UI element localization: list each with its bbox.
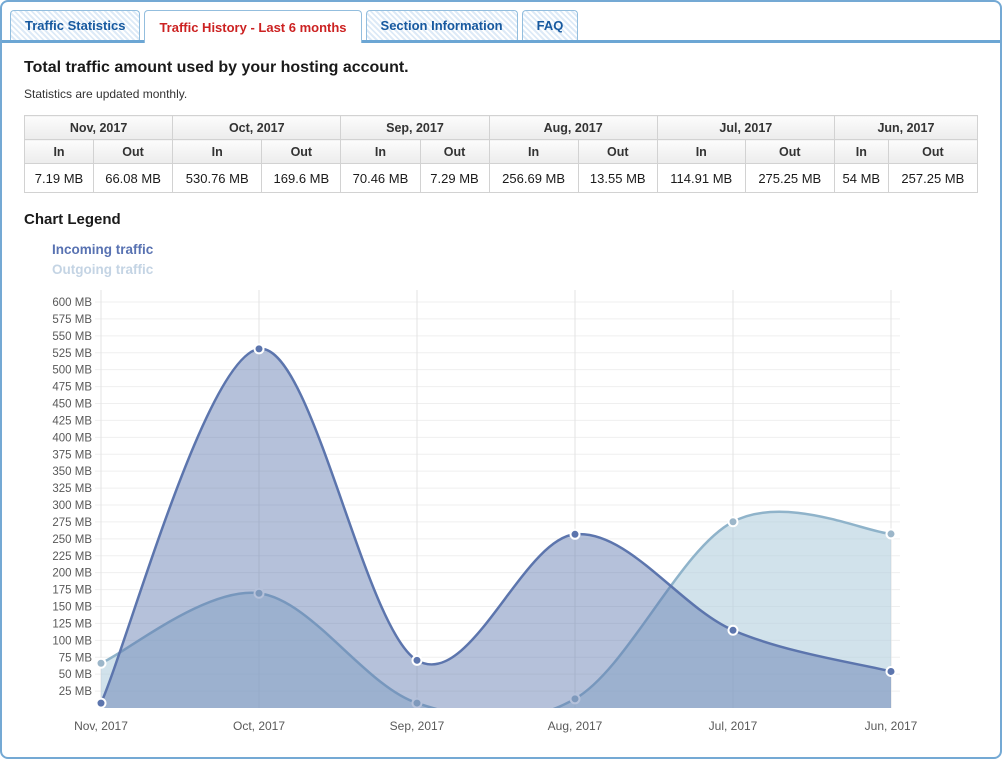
y-axis-tick-label: 375 MB xyxy=(52,449,92,461)
data-point-marker xyxy=(885,665,897,677)
traffic-area-chart: 25 MB 50 MB 75 MB 100 MB 125 MB 150 MB 175 MB 2… xyxy=(52,290,918,733)
x-axis-tick-label: Jul, 2017 xyxy=(709,719,758,733)
x-axis-tick-label: Nov, 2017 xyxy=(74,719,128,733)
traffic-value-in: 54 MB xyxy=(833,163,889,193)
table-inout-header-row: In Out In Out In Out In Out In Out In Out xyxy=(24,139,979,164)
series-incoming xyxy=(95,343,897,708)
table-month-header-row: Nov, 2017 Oct, 2017 Sep, 2017 Aug, 2017 Jul,… xyxy=(23,115,979,140)
y-axis-tick-label: 500 MB xyxy=(52,365,92,377)
data-point-marker xyxy=(253,343,265,355)
data-point-marker xyxy=(727,516,739,528)
out-column-header: Out xyxy=(887,139,979,164)
y-axis-tick-label: 300 MB xyxy=(52,500,92,512)
traffic-value-out: 66.08 MB xyxy=(92,163,174,193)
in-column-header: In xyxy=(172,139,263,164)
data-point-marker xyxy=(411,654,423,666)
data-point-marker xyxy=(569,693,581,705)
series-line xyxy=(100,510,892,708)
y-axis-tick-label: 50 MB xyxy=(59,669,93,681)
traffic-value-out: 13.55 MB xyxy=(577,163,658,193)
data-point-marker xyxy=(569,528,581,540)
out-column-header: Out xyxy=(577,139,658,164)
series-area xyxy=(101,511,891,708)
y-axis-tick-label: 575 MB xyxy=(52,314,92,326)
tab-traffic-statistics[interactable]: Traffic Statistics xyxy=(10,10,141,40)
x-axis-tick-label: Sep, 2017 xyxy=(390,719,445,733)
tab-section-information[interactable]: Section Information xyxy=(365,10,518,40)
traffic-value-in: 70.46 MB xyxy=(340,163,421,193)
page-subtitle: Statistics are updated monthly. xyxy=(24,87,188,101)
y-axis-tick-label: 425 MB xyxy=(52,415,92,427)
month-header: Aug, 2017 xyxy=(488,115,658,140)
chart-legend-title: Chart Legend xyxy=(24,211,121,228)
page-title: Total traffic amount used by your hostin… xyxy=(24,59,409,76)
y-axis-tick-label: 125 MB xyxy=(52,618,92,630)
table-values-row: 7.19 MB 66.08 MB 530.76 MB 169.6 MB 70.46 MB… xyxy=(24,163,979,193)
traffic-value-in: 114.91 MB xyxy=(656,163,746,193)
y-axis-tick-label: 400 MB xyxy=(52,432,92,444)
traffic-value-in: 256.69 MB xyxy=(488,163,579,193)
traffic-value-out: 257.25 MB xyxy=(887,163,979,193)
in-column-header: In xyxy=(833,139,889,164)
traffic-value-out: 275.25 MB xyxy=(744,163,835,193)
tab-panel-traffic-history: Total traffic amount used by your hostin… xyxy=(2,43,1000,749)
legend-item-incoming[interactable]: Incoming traffic xyxy=(52,242,154,257)
in-column-header: In xyxy=(24,139,94,164)
traffic-chart: 25 MB 50 MB 75 MB 100 MB 125 MB 150 MB 175 MB 2… xyxy=(24,284,978,749)
tab-traffic-history-last-6-months[interactable]: Traffic History - Last 6 months xyxy=(144,10,362,43)
in-column-header: In xyxy=(488,139,579,164)
y-axis-tick-label: 75 MB xyxy=(59,652,93,664)
y-axis-tick-label: 150 MB xyxy=(52,602,92,614)
month-header: Jul, 2017 xyxy=(656,115,835,140)
y-axis-tick-label: 250 MB xyxy=(52,534,92,546)
traffic-value-out: 169.6 MB xyxy=(261,163,342,193)
data-point-marker xyxy=(95,697,107,708)
out-column-header: Out xyxy=(744,139,835,164)
month-header: Nov, 2017 xyxy=(23,115,174,140)
y-axis-tick-label: 225 MB xyxy=(52,551,92,563)
y-axis-tick-label: 100 MB xyxy=(52,635,92,647)
series-outgoing xyxy=(95,510,897,708)
y-axis-tick-label: 275 MB xyxy=(52,517,92,529)
traffic-value-out: 7.29 MB xyxy=(419,163,490,193)
data-point-marker xyxy=(885,528,897,540)
data-point-marker xyxy=(95,657,107,669)
traffic-value-in: 530.76 MB xyxy=(172,163,263,193)
traffic-table: Nov, 2017 Oct, 2017 Sep, 2017 Aug, 2017 Jul,… xyxy=(23,115,979,193)
month-header: Jun, 2017 xyxy=(833,115,979,140)
month-header: Sep, 2017 xyxy=(340,115,490,140)
y-axis-tick-label: 325 MB xyxy=(52,483,92,495)
y-axis-tick-label: 525 MB xyxy=(52,348,92,360)
y-axis-tick-label: 600 MB xyxy=(52,297,92,309)
y-axis-tick-label: 350 MB xyxy=(52,466,92,478)
out-column-header: Out xyxy=(92,139,174,164)
data-point-marker xyxy=(253,587,265,599)
data-point-marker xyxy=(411,697,423,708)
legend-item-outgoing[interactable]: Outgoing traffic xyxy=(52,262,154,277)
month-header: Oct, 2017 xyxy=(172,115,342,140)
x-axis-tick-label: Aug, 2017 xyxy=(548,719,603,733)
x-axis-tick-label: Jun, 2017 xyxy=(865,719,918,733)
in-column-header: In xyxy=(340,139,421,164)
y-axis-tick-label: 450 MB xyxy=(52,399,92,411)
data-point-marker xyxy=(727,624,739,636)
chart-legend: Incoming traffic Outgoing traffic xyxy=(52,240,978,280)
y-axis-tick-label: 25 MB xyxy=(59,686,93,698)
y-axis-tick-label: 475 MB xyxy=(52,382,92,394)
y-axis-tick-label: 550 MB xyxy=(52,331,92,343)
out-column-header: Out xyxy=(261,139,342,164)
x-axis-tick-label: Oct, 2017 xyxy=(233,719,285,733)
y-axis-tick-label: 175 MB xyxy=(52,585,92,597)
tab-bar: Traffic Statistics Traffic History - Last… xyxy=(2,2,1000,43)
in-column-header: In xyxy=(656,139,746,164)
series-area xyxy=(101,348,891,708)
tab-faq[interactable]: FAQ xyxy=(521,10,579,40)
out-column-header: Out xyxy=(419,139,490,164)
traffic-value-in: 7.19 MB xyxy=(24,163,94,193)
y-axis-tick-label: 200 MB xyxy=(52,568,92,580)
